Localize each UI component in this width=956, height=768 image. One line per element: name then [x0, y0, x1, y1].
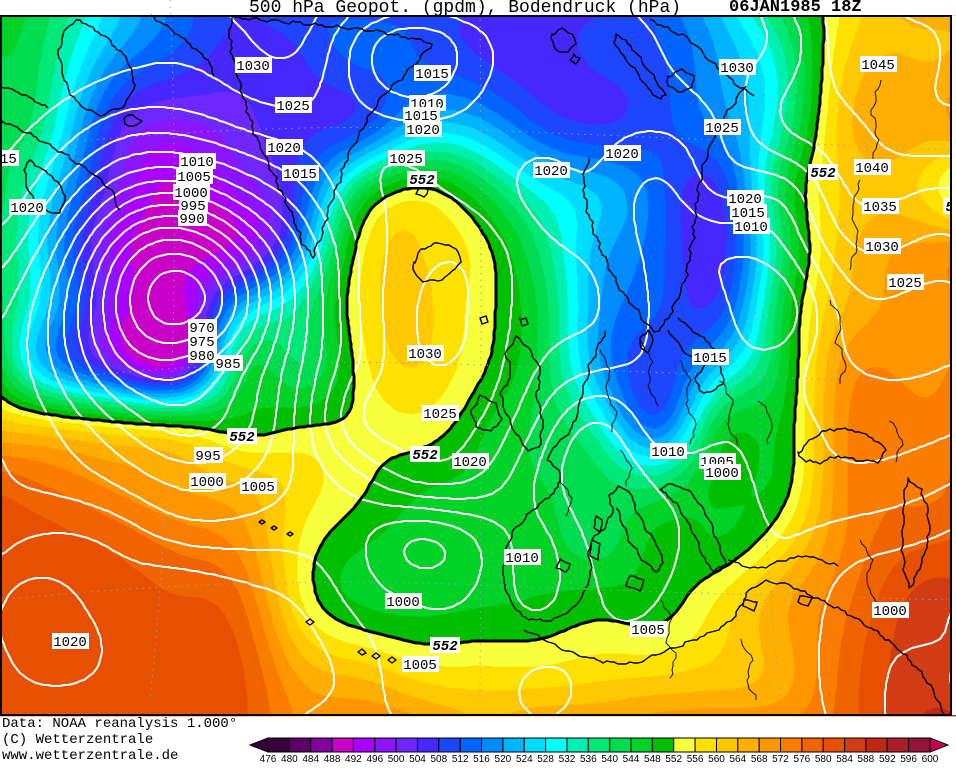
svg-text:1015: 1015 [283, 167, 317, 183]
svg-text:1025: 1025 [276, 99, 310, 115]
svg-text:512: 512 [452, 754, 469, 765]
svg-text:1035: 1035 [863, 200, 897, 216]
svg-text:552: 552 [810, 166, 836, 182]
svg-text:516: 516 [473, 754, 490, 765]
svg-text:480: 480 [281, 754, 298, 765]
svg-text:1020: 1020 [534, 164, 568, 180]
svg-text:492: 492 [345, 754, 362, 765]
svg-text:524: 524 [516, 754, 533, 765]
svg-text:536: 536 [580, 754, 597, 765]
svg-text:1030: 1030 [865, 240, 899, 256]
svg-text:560: 560 [708, 754, 725, 765]
svg-text:1030: 1030 [236, 59, 270, 75]
svg-text:1020: 1020 [453, 455, 487, 471]
svg-text:1015: 1015 [0, 152, 17, 168]
svg-text:572: 572 [772, 754, 789, 765]
svg-text:1005: 1005 [177, 170, 211, 186]
svg-text:556: 556 [687, 754, 704, 765]
svg-text:544: 544 [623, 754, 640, 765]
svg-text:1000: 1000 [386, 595, 420, 611]
svg-text:600: 600 [922, 754, 939, 765]
svg-text:552: 552 [412, 448, 438, 464]
svg-text:596: 596 [900, 754, 917, 765]
svg-text:552: 552 [432, 639, 458, 655]
svg-text:588: 588 [858, 754, 875, 765]
svg-text:1005: 1005 [241, 480, 275, 496]
svg-text:504: 504 [409, 754, 426, 765]
svg-text:980: 980 [189, 349, 214, 365]
svg-text:1025: 1025 [389, 152, 423, 168]
svg-text:1025: 1025 [705, 121, 739, 137]
svg-text:540: 540 [601, 754, 618, 765]
svg-text:564: 564 [729, 754, 746, 765]
svg-text:1025: 1025 [423, 407, 457, 423]
svg-text:1000: 1000 [190, 475, 224, 491]
svg-text:1045: 1045 [861, 58, 895, 74]
svg-text:496: 496 [366, 754, 383, 765]
svg-text:1010: 1010 [651, 445, 685, 461]
svg-text:1005: 1005 [631, 623, 665, 639]
svg-text:520: 520 [495, 754, 512, 765]
svg-text:1010: 1010 [734, 220, 768, 236]
svg-text:1020: 1020 [406, 123, 440, 139]
svg-text:476: 476 [260, 754, 277, 765]
svg-text:1015: 1015 [693, 351, 727, 367]
svg-text:990: 990 [179, 212, 204, 228]
svg-text:1010: 1010 [505, 551, 539, 567]
svg-text:584: 584 [836, 754, 853, 765]
svg-text:552: 552 [665, 754, 682, 765]
svg-text:552: 552 [229, 430, 255, 446]
svg-text:576: 576 [794, 754, 811, 765]
svg-text:1000: 1000 [873, 604, 907, 620]
svg-text:484: 484 [302, 754, 319, 765]
svg-text:1000: 1000 [705, 466, 739, 482]
svg-text:500: 500 [388, 754, 405, 765]
svg-text:1025: 1025 [888, 276, 922, 292]
svg-text:568: 568 [751, 754, 768, 765]
svg-text:1020: 1020 [605, 147, 639, 163]
svg-text:1020: 1020 [10, 201, 44, 217]
svg-text:1010: 1010 [180, 155, 214, 171]
svg-text:1015: 1015 [415, 67, 449, 83]
svg-text:532: 532 [559, 754, 576, 765]
svg-text:592: 592 [879, 754, 896, 765]
svg-text:1005: 1005 [403, 658, 437, 674]
svg-text:508: 508 [430, 754, 447, 765]
svg-text:1020: 1020 [53, 635, 87, 651]
svg-text:995: 995 [195, 449, 220, 465]
svg-text:1040: 1040 [855, 161, 889, 177]
svg-text:1030: 1030 [408, 347, 442, 363]
svg-text:985: 985 [215, 357, 240, 373]
svg-text:580: 580 [815, 754, 832, 765]
svg-text:1020: 1020 [267, 141, 301, 157]
svg-text:552: 552 [409, 173, 435, 189]
svg-text:1030: 1030 [720, 61, 754, 77]
svg-text:488: 488 [324, 754, 341, 765]
svg-text:548: 548 [644, 754, 661, 765]
svg-text:528: 528 [537, 754, 554, 765]
